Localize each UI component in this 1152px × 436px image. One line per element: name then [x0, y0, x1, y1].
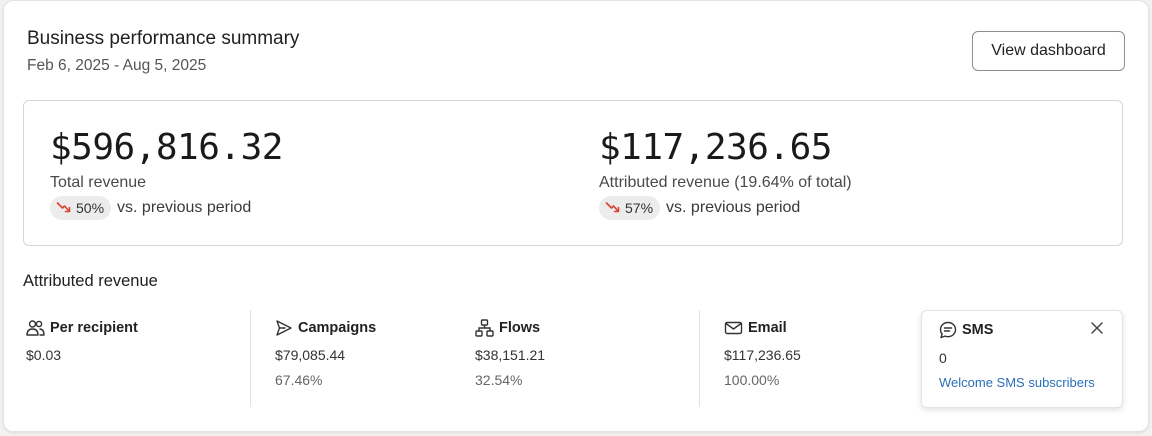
view-dashboard-button[interactable]: View dashboard: [972, 31, 1125, 71]
attributed-revenue-value: $117,236.65: [599, 127, 832, 168]
send-icon: [276, 320, 292, 336]
total-revenue-metric: $596,816.32 Total revenue 50% vs. previo…: [50, 125, 283, 220]
stat-header: Email: [724, 318, 801, 338]
stat-label: Email: [748, 320, 787, 336]
welcome-sms-link[interactable]: Welcome SMS subscribers: [939, 375, 1095, 390]
stat-per-recipient: Per recipient $0.03: [26, 318, 138, 363]
change-text: vs. previous period: [666, 199, 801, 216]
stat-campaigns: Campaigns $79,085.44 67.46%: [275, 318, 376, 388]
stat-email: Email $117,236.65 100.00%: [724, 318, 801, 388]
stat-header: Flows: [475, 318, 545, 338]
stat-label: Campaigns: [298, 320, 377, 336]
stat-value: $0.03: [26, 347, 62, 363]
chat-icon: [939, 321, 957, 339]
stat-label: SMS: [962, 322, 994, 338]
stat-value: $38,151.21: [475, 347, 546, 363]
attributed-revenue-label: Attributed revenue (19.64% of total): [599, 174, 852, 191]
stat-label: Flows: [499, 320, 541, 336]
attributed-revenue-heading: Attributed revenue: [23, 272, 158, 290]
stat-percent: 32.54%: [475, 372, 523, 388]
divider: [250, 310, 251, 407]
stat-flows: Flows $38,151.21 32.54%: [475, 318, 545, 388]
stat-percent: 67.46%: [275, 372, 323, 388]
total-revenue-change: 50% vs. previous period: [50, 196, 283, 220]
stat-header: SMS: [939, 320, 993, 340]
divider: [699, 310, 700, 407]
stat-value: 0: [939, 350, 947, 366]
change-percent: 57%: [625, 200, 654, 216]
page-title: Business performance summary: [27, 28, 300, 49]
date-range: Feb 6, 2025 - Aug 5, 2025: [27, 57, 207, 74]
attributed-revenue-metric: $117,236.65 Attributed revenue (19.64% o…: [599, 125, 852, 220]
stat-percent: 100.00%: [724, 372, 780, 388]
attributed-revenue-change: 57% vs. previous period: [599, 196, 852, 220]
stat-header: Per recipient: [26, 318, 138, 338]
revenue-summary-box: $596,816.32 Total revenue 50% vs. previo…: [23, 100, 1123, 246]
trend-down-icon: [56, 202, 71, 213]
stat-label: Per recipient: [50, 320, 138, 336]
stat-value: $79,085.44: [275, 347, 346, 363]
total-revenue-label: Total revenue: [50, 174, 147, 191]
change-text: vs. previous period: [117, 199, 252, 216]
change-badge: 57%: [599, 196, 661, 220]
change-percent: 50%: [76, 200, 105, 216]
change-badge: 50%: [50, 196, 112, 220]
total-revenue-value: $596,816.32: [50, 127, 283, 168]
mail-icon: [724, 321, 743, 335]
sms-card: SMS 0 Welcome SMS subscribers: [921, 310, 1123, 408]
flow-icon: [475, 319, 494, 337]
people-icon: [26, 320, 45, 336]
trend-down-icon: [605, 202, 620, 213]
stat-header: Campaigns: [275, 318, 376, 338]
stat-value: $117,236.65: [724, 347, 801, 363]
close-icon[interactable]: [1089, 320, 1105, 336]
